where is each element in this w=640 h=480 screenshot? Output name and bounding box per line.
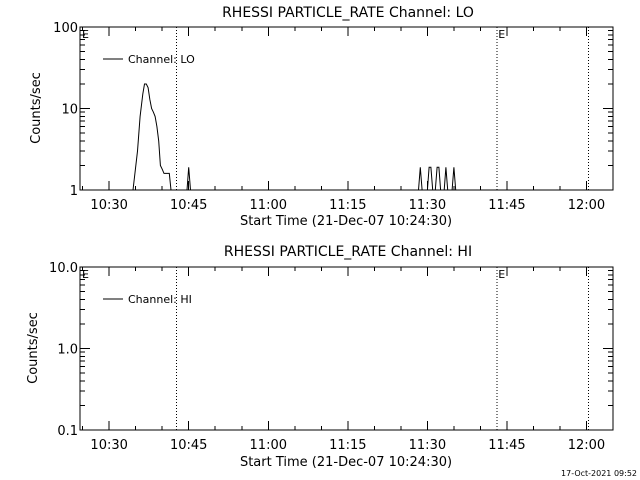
x-tick-label: 11:15 [329,198,366,213]
x-tick-label: 11:30 [409,438,446,453]
x-tick-label: 10:45 [170,438,207,453]
legend: Channel: LO [103,53,195,66]
event-label: E [498,268,505,281]
generation-timestamp: 17-Oct-2021 09:52 [561,469,637,478]
corner-mark-label: E [82,268,89,281]
legend-label: Channel: HI [128,293,192,306]
series-group [132,83,457,191]
corner-mark-label: E [82,28,89,41]
chart-panel-hi: RHESSI PARTICLE_RATE Channel: HI Counts/… [26,244,614,470]
legend-label: Channel: LO [128,53,195,66]
x-tick-label: 11:45 [488,438,525,453]
y-tick-label: 1 [70,184,78,199]
x-axis-label: Start Time (21-Dec-07 10:24:30) [240,455,452,470]
chart-title: RHESSI PARTICLE_RATE Channel: HI [224,244,472,260]
y-tick-label: 1.0 [57,343,78,358]
y-axis-label: Counts/sec [29,72,44,144]
x-tick-label: 10:30 [90,198,127,213]
x-tick-label: 10:30 [90,438,127,453]
x-tick-label: 11:00 [250,198,287,213]
plot-frame [79,266,614,431]
event-markers: EE [82,267,589,430]
x-tick-label: 12:00 [568,198,605,213]
event-markers: EE [82,27,589,190]
x-tick-label: 11:30 [409,198,446,213]
y-tick-label: 10 [61,103,78,118]
tick-group: 10:30 10:45 11:00 11:15 11:30 11:45 12:00 1 10 10… [53,21,614,213]
chart-title: RHESSI PARTICLE_RATE Channel: LO [222,5,474,21]
chart-panel-lo: RHESSI PARTICLE_RATE Channel: LO Counts/… [29,5,614,229]
y-tick-label: 0.1 [57,424,78,439]
x-tick-label: 11:00 [250,438,287,453]
y-tick-label: 100 [53,21,78,36]
event-label: E [498,28,505,41]
series-line [132,83,457,191]
y-tick-label: 10.0 [49,261,78,276]
x-tick-label: 12:00 [568,438,605,453]
legend: Channel: HI [103,293,192,306]
x-tick-label: 10:45 [170,198,207,213]
tick-group: 10:30 10:45 11:00 11:15 11:30 11:45 12:00 0.1 1.… [49,261,614,453]
x-tick-label: 11:45 [488,198,525,213]
x-axis-label: Start Time (21-Dec-07 10:24:30) [240,214,452,229]
y-axis-label: Counts/sec [26,312,41,384]
x-tick-label: 11:15 [329,438,366,453]
